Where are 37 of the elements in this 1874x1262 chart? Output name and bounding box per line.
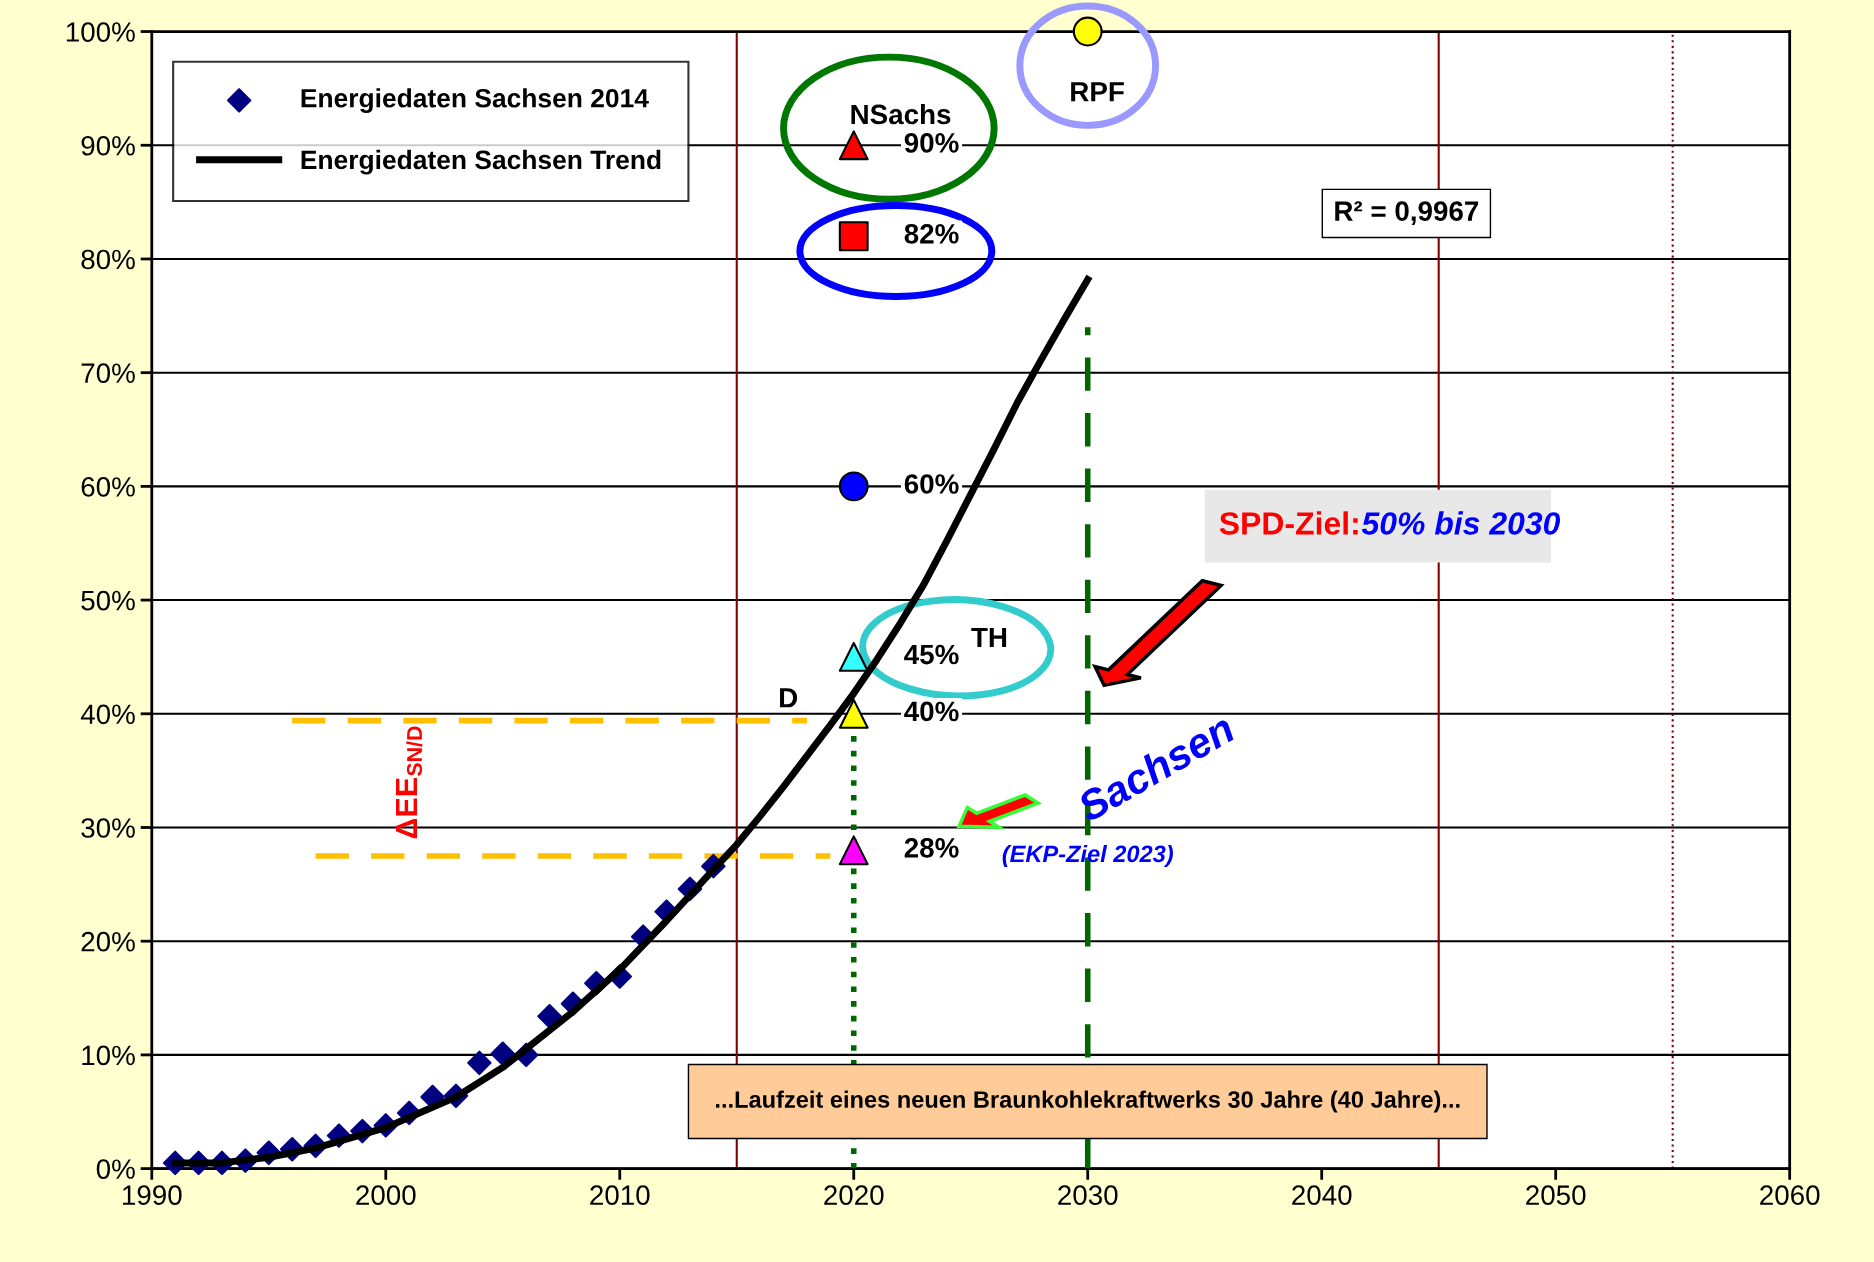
x-tick-label: 2040: [1292, 1185, 1352, 1205]
y-tick-label: 30%: [81, 818, 135, 838]
annotation: RPF: [1071, 82, 1124, 102]
annotation: ΔEE$_{SN/D}$: [395, 726, 423, 839]
y-tick-label: 60%: [81, 477, 135, 497]
y-tick-label: 100%: [66, 22, 135, 42]
data-label: 82%: [904, 224, 959, 244]
x-tick-label: 2050: [1526, 1185, 1586, 1205]
x-tick-label: 2030: [1058, 1185, 1118, 1205]
x-tick-label: 2000: [356, 1185, 416, 1205]
data-label: 40%: [904, 701, 959, 722]
annotation: D: [780, 688, 798, 708]
y-tick-label: 10%: [82, 1045, 135, 1066]
data-label: 90%: [904, 133, 959, 153]
y-tick-label: 20%: [81, 931, 135, 952]
annotation: SPD-Ziel:: [1219, 511, 1358, 535]
data-label: 45%: [904, 644, 959, 665]
x-tick-label: 2020: [824, 1185, 884, 1205]
data-label: 28%: [904, 838, 959, 858]
legend-label: Energiedaten Sachsen Trend: [301, 149, 661, 175]
y-tick-label: 50%: [81, 590, 135, 611]
legend-label: Energiedaten Sachsen 2014: [301, 88, 649, 113]
y-tick-label: 70%: [81, 363, 135, 384]
x-tick-label: 2010: [590, 1185, 650, 1205]
annotation: TH: [971, 627, 1007, 648]
annotation: NSachs: [851, 103, 951, 125]
y-tick-label: 90%: [81, 135, 135, 156]
annotation: 50% bis 2030: [1361, 511, 1561, 535]
annotation: (EKP-Ziel 2023): [1002, 844, 1173, 867]
annotation: R² = 0,9967: [1335, 201, 1479, 225]
y-tick-label: 40%: [80, 704, 135, 725]
x-tick-label: 2060: [1760, 1185, 1820, 1205]
y-tick-label: 80%: [81, 249, 135, 270]
annotation: ...Laufzeit eines neuen Braunkohlekraftwerks 30 Jahre (40 Jahre)...: [716, 1090, 1460, 1113]
y-tick-label: 0%: [96, 1159, 135, 1179]
x-tick-label: 1990: [123, 1185, 182, 1205]
data-label: 60%: [904, 474, 959, 494]
